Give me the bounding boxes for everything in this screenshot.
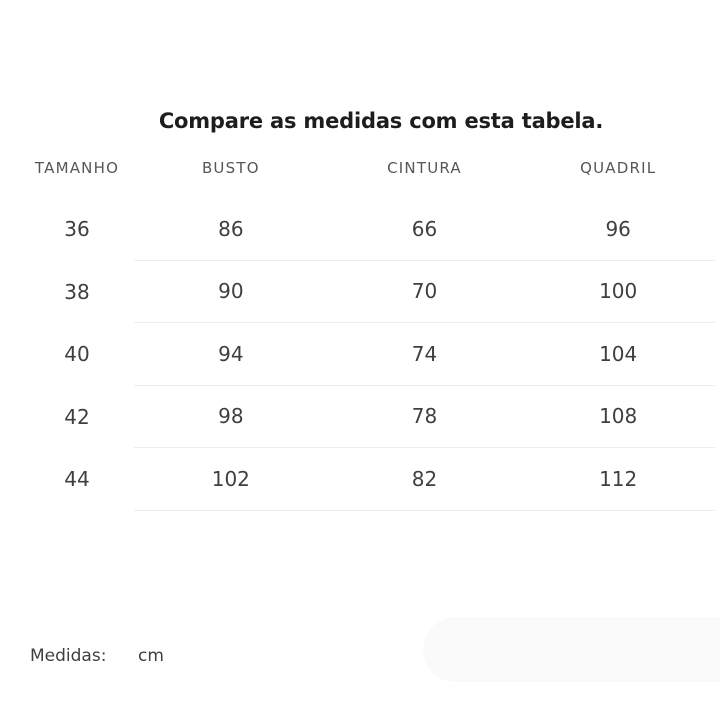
table-cell: 96	[521, 198, 715, 261]
column-header-busto: BUSTO	[201, 158, 260, 177]
bottom-right-highlight-shape	[423, 617, 720, 682]
table-cell: 108	[521, 386, 715, 448]
table-cell-size: 44	[64, 467, 90, 492]
table-cell: 82	[327, 448, 522, 511]
measures-footer: Medidas: cm	[30, 646, 164, 667]
table-cell-size: 38	[64, 279, 90, 304]
table-cell: 66	[327, 198, 522, 261]
table-cell-size: 36	[64, 217, 90, 242]
table-cell: 78	[327, 386, 522, 448]
table-cell: 102	[134, 448, 328, 511]
table-cell: 94	[134, 323, 328, 386]
table-cell: 74	[327, 323, 522, 386]
table-cell: 90	[134, 261, 328, 323]
table-cell: 86	[134, 198, 328, 261]
table-cell-size: 42	[64, 404, 90, 429]
table-cell: 98	[134, 386, 328, 448]
table-cell: 104	[521, 323, 715, 386]
table-cell: 112	[521, 448, 715, 511]
table-cell: 100	[521, 261, 715, 323]
size-table: TAMANHO BUSTO CINTURA QUADRIL 36 86 66 9…	[0, 137, 715, 511]
table-cell-size: 40	[64, 342, 90, 367]
column-header-quadril: QUADRIL	[580, 158, 657, 177]
measures-unit-value[interactable]: cm	[138, 646, 164, 666]
measures-label: Medidas:	[30, 646, 107, 666]
column-header-tamanho: TAMANHO	[34, 158, 120, 177]
column-header-cintura: CINTURA	[387, 158, 462, 177]
table-cell: 70	[327, 261, 522, 323]
page-title: Compare as medidas com esta tabela.	[158, 109, 604, 133]
